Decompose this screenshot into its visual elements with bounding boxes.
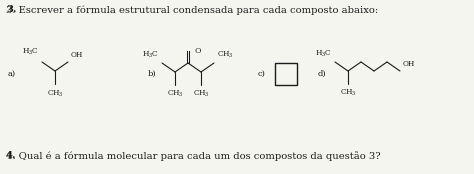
- Text: $\mathregular{H_3C}$: $\mathregular{H_3C}$: [315, 49, 332, 59]
- Text: d): d): [318, 70, 327, 78]
- Text: c): c): [258, 70, 266, 78]
- Text: $\mathregular{H_3C}$: $\mathregular{H_3C}$: [142, 50, 159, 60]
- Text: 3. Escrever a fórmula estrutural condensada para cada composto abaixo:: 3. Escrever a fórmula estrutural condens…: [6, 5, 378, 15]
- Text: OH: OH: [403, 60, 415, 68]
- Bar: [275, 63, 297, 85]
- Text: $\mathregular{CH_3}$: $\mathregular{CH_3}$: [46, 89, 64, 99]
- Text: a): a): [8, 70, 16, 78]
- Text: $\mathregular{CH_3}$: $\mathregular{CH_3}$: [217, 50, 234, 60]
- Text: b): b): [148, 70, 156, 78]
- Text: $\mathregular{CH_3}$: $\mathregular{CH_3}$: [340, 88, 356, 98]
- Text: $\mathregular{CH_3}$: $\mathregular{CH_3}$: [167, 89, 183, 99]
- Text: OH: OH: [71, 51, 83, 59]
- Text: O: O: [195, 47, 201, 55]
- Text: 4. Qual é a fórmula molecular para cada um dos compostos da questão 3?: 4. Qual é a fórmula molecular para cada …: [6, 151, 381, 161]
- Text: $\mathregular{H_3C}$: $\mathregular{H_3C}$: [22, 47, 39, 57]
- Text: 4.: 4.: [6, 152, 17, 160]
- Text: $\mathregular{CH_3}$: $\mathregular{CH_3}$: [192, 89, 210, 99]
- Text: 3.: 3.: [6, 6, 17, 14]
